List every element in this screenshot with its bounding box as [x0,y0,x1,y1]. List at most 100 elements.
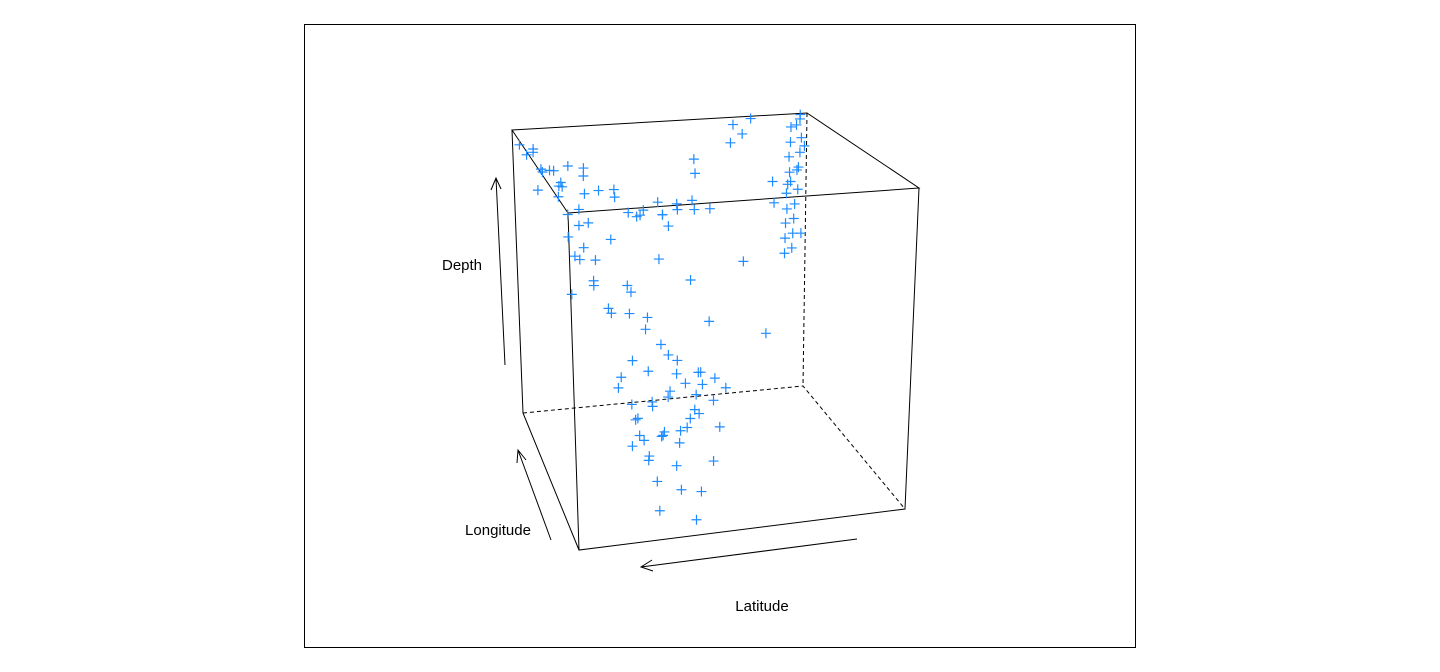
point [796,132,807,143]
point [514,139,525,150]
point [745,113,756,124]
point [578,242,589,253]
point [795,228,806,239]
hidden-edges [522,112,906,510]
point [588,280,599,291]
point [792,184,803,195]
point [682,422,693,433]
point [780,233,791,244]
point [642,312,653,323]
point [676,484,687,495]
point [663,349,674,360]
point [687,195,698,206]
point [704,316,715,327]
point [675,425,686,436]
point [727,119,738,130]
point [695,367,706,378]
point [672,355,683,366]
point [579,188,590,199]
point [562,209,573,220]
z-arrow [490,176,506,366]
y-arrow [516,448,552,541]
point [689,204,700,215]
point [627,441,638,452]
point [720,382,731,393]
point [652,476,663,487]
point [548,165,559,176]
point [674,437,685,448]
point [622,280,633,291]
point [767,176,778,187]
point [573,204,584,215]
point [672,204,683,215]
point [714,421,725,432]
point [634,430,645,441]
point [691,514,702,525]
point [647,401,658,412]
z-axis-label: Depth [442,257,482,274]
point [639,435,650,446]
point [791,119,802,130]
point [780,218,791,229]
point [663,221,674,232]
point [638,205,649,216]
point [725,137,736,148]
point [671,460,682,471]
box-edges [511,112,921,551]
point [657,209,668,220]
point [555,177,566,188]
point [631,211,642,222]
point [583,217,594,228]
point [689,404,700,415]
point [704,203,715,214]
point [562,161,573,172]
point [654,505,665,516]
point [528,143,539,154]
point [685,275,696,286]
point [605,234,616,245]
point [624,308,635,319]
point [709,373,720,384]
point [795,109,806,120]
point [643,366,654,377]
box [511,112,921,551]
point [643,455,654,466]
point [697,379,708,390]
point [685,413,696,424]
point [655,339,666,350]
point [708,395,719,406]
point [563,231,574,242]
point [784,151,795,162]
point [652,197,663,208]
point [625,287,636,298]
point [690,168,701,179]
point [779,248,790,259]
point [569,251,580,262]
point [603,303,614,314]
point [737,128,748,139]
axis-arrows [490,176,858,572]
point [786,242,797,253]
point [658,430,669,441]
point [791,164,802,175]
point [688,154,699,165]
point [671,368,682,379]
x-arrow [639,538,858,572]
point [566,289,577,300]
point [627,355,638,366]
point [785,137,796,148]
point [578,170,589,181]
point [608,184,619,195]
point [535,164,546,175]
point [680,378,691,389]
point [738,256,749,267]
point [696,486,707,497]
point [537,166,548,177]
point [616,372,627,383]
plot-frame [304,24,1136,648]
point [782,179,793,190]
point [656,431,667,442]
point [623,207,634,218]
